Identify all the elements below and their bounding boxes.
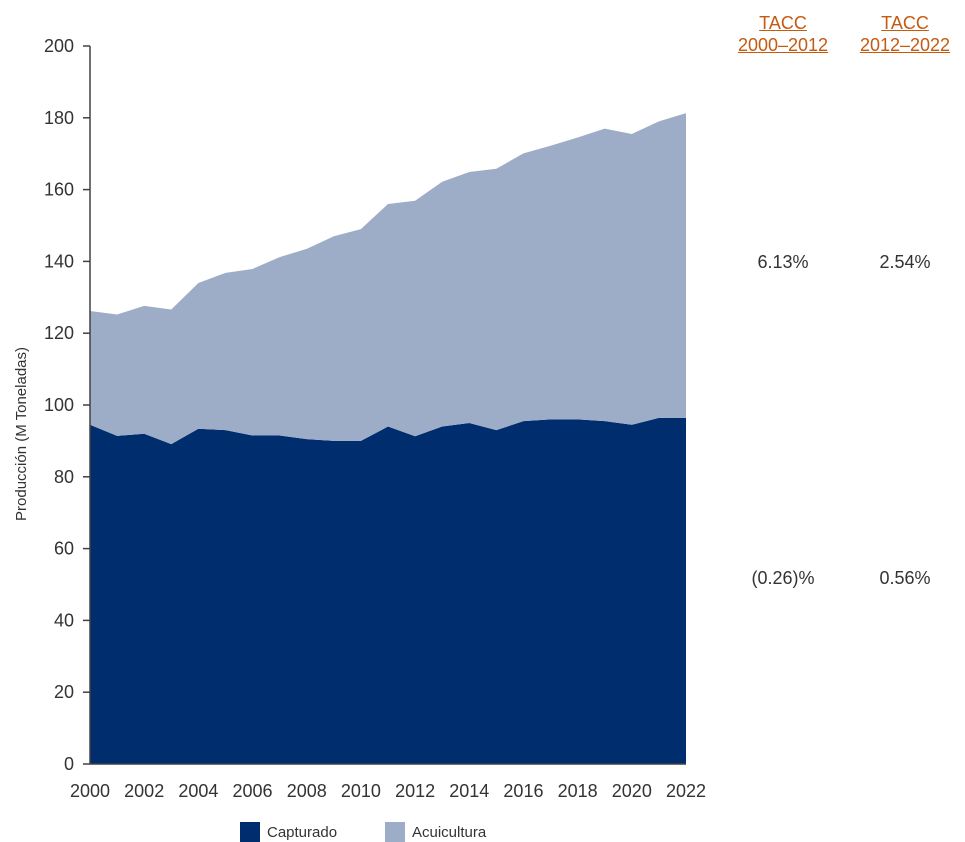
x-tick-group: 2000 2002 2004 2006 2008 2010 2012 2014 2016 2018… [70,781,706,801]
y-tick-label: 200 [44,36,74,56]
cagr-capturado-2000-2012: (0.26)% [751,568,815,588]
y-tick-label: 140 [44,251,74,271]
x-tick-label: 2002 [124,781,164,801]
cagr-capturado-2012-2022: 0.56% [879,568,931,588]
x-tick-label: 2010 [341,781,381,801]
x-tick-label: 2014 [449,781,489,801]
cagr-header-2-line1: TACC [881,13,929,33]
x-tick-label: 2016 [503,781,543,801]
area-series-capturado [90,417,686,764]
cagr-header-2: TACC 2012–2022 [850,12,960,56]
y-tick-label: 120 [44,323,74,343]
chart-legend: Capturado Acuicultura [0,822,965,842]
area-series-acuicultura [90,113,686,445]
y-tick-label: 40 [54,610,74,630]
x-tick-label: 2018 [558,781,598,801]
x-tick-label: 2022 [666,781,706,801]
y-tick-label: 180 [44,108,74,128]
legend-item-acuicultura: Acuicultura [385,822,486,842]
legend-swatch-acuicultura [385,822,405,842]
cagr-header-1: TACC 2000–2012 [728,12,838,56]
cagr-header-1-line1: TACC [759,13,807,33]
y-tick-label: 160 [44,180,74,200]
x-tick-label: 2020 [612,781,652,801]
y-tick-label: 60 [54,539,74,559]
y-tick-group: 0 20 40 60 80 100 120 140 160 180 200 [44,36,90,774]
production-area-chart: 0 20 40 60 80 100 120 140 160 180 200 2000 2002 2004… [13,36,706,801]
x-tick-label: 2000 [70,781,110,801]
cagr-acuicultura-2012-2022: 2.54% [879,252,931,272]
y-tick-label: 100 [44,395,74,415]
legend-label-capturado: Capturado [267,823,338,841]
legend-item-capturado: Capturado [240,822,337,842]
cagr-header-2-line2: 2012–2022 [859,35,951,55]
legend-swatch-capturado [240,822,260,842]
x-tick-label: 2006 [233,781,273,801]
x-tick-label: 2012 [395,781,435,801]
x-tick-label: 2004 [178,781,218,801]
area-series-group [90,113,686,764]
y-axis-title: Producción (M Toneladas) [13,347,30,521]
y-tick-label: 80 [54,467,74,487]
y-tick-label: 0 [64,754,74,774]
cagr-header-1-line2: 2000–2012 [737,35,829,55]
cagr-acuicultura-2000-2012: 6.13% [757,252,809,272]
y-tick-label: 20 [54,682,74,702]
legend-label-acuicultura: Acuicultura [412,823,487,841]
x-tick-label: 2008 [287,781,327,801]
